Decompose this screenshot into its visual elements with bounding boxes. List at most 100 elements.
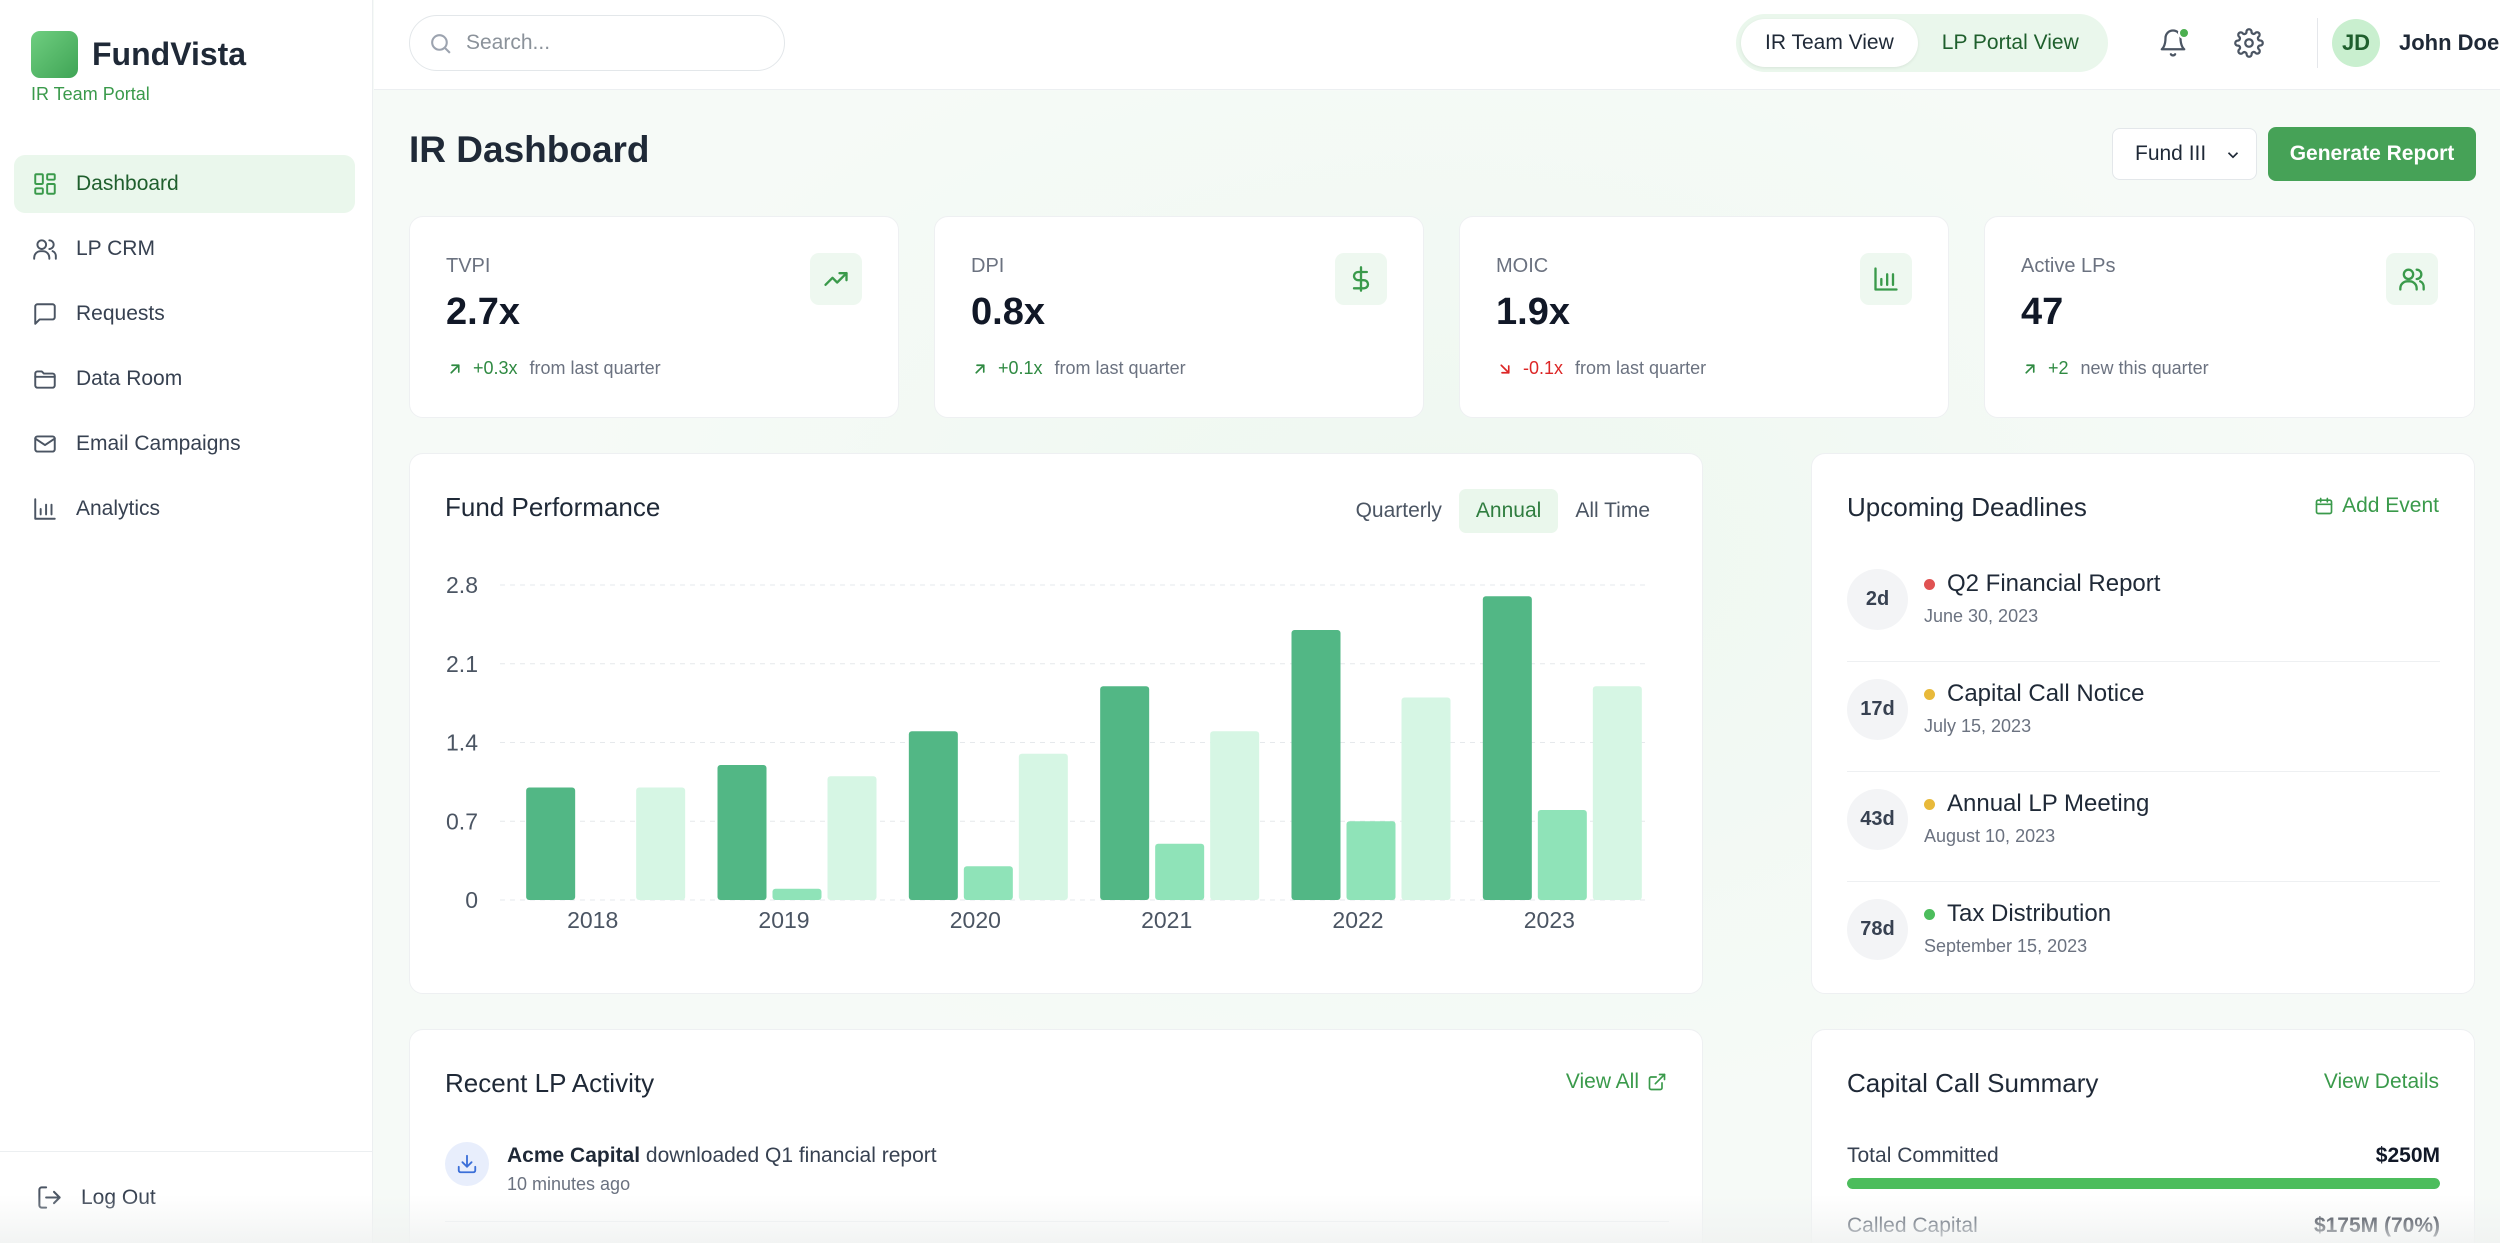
deadline-item[interactable]: 78d Tax Distribution September 15, 2023 — [1847, 882, 2440, 992]
capital-row-value: $175M (70%) — [2313, 1214, 2440, 1237]
add-event-button[interactable]: Add Event — [2314, 494, 2439, 518]
priority-dot — [1924, 908, 1935, 920]
capital-row-label: Total Committed — [1847, 1144, 1999, 1167]
ir-team-view-button[interactable]: IR Team View — [1741, 19, 1918, 67]
deadline-days-badge: 78d — [1847, 899, 1908, 960]
sidebar-item-label: Analytics — [76, 497, 161, 520]
kpi-value: 0.8x — [971, 291, 1045, 333]
bell-icon — [2160, 29, 2186, 57]
gear-icon — [2234, 28, 2264, 58]
capital-row-label: Called Capital — [1847, 1214, 1978, 1237]
capital-row-value: $250M — [2375, 1144, 2440, 1167]
settings-button[interactable] — [2226, 20, 2272, 66]
kpi-change: +0.1x from last quarter — [971, 358, 1186, 379]
bar — [1100, 686, 1150, 900]
y-tick-label: 1.4 — [446, 730, 478, 756]
lp-portal-view-button[interactable]: LP Portal View — [1941, 31, 2079, 54]
deadline-item[interactable]: 2d Q2 Financial Report June 30, 2023 — [1847, 552, 2440, 662]
kpi-icon-badge — [1860, 253, 1912, 305]
kpi-label: MOIC — [1496, 255, 1549, 277]
deadline-item[interactable]: 17d Capital Call Notice July 15, 2023 — [1847, 662, 2440, 772]
bar — [772, 888, 822, 900]
sidebar-item-label: Dashboard — [76, 172, 179, 195]
kpi-label: DPI — [971, 255, 1005, 277]
deadline-title-text: Annual LP Meeting — [1947, 790, 2150, 817]
folder-icon — [34, 370, 56, 389]
kpi-change: +0.3x from last quarter — [446, 358, 661, 379]
kpi-icon-badge — [2386, 253, 2438, 305]
x-tick-label: 2023 — [1524, 907, 1575, 933]
bar — [526, 787, 576, 900]
main-content: IR Dashboard Fund III Generate Report TV… — [374, 91, 2500, 1243]
search-input[interactable] — [466, 31, 766, 55]
tab-all-time[interactable]: All Time — [1575, 499, 1650, 522]
priority-dot — [1924, 688, 1935, 700]
sidebar-item-email-campaigns[interactable]: Email Campaigns — [14, 415, 355, 473]
x-tick-label: 2021 — [1141, 907, 1192, 933]
sidebar: FundVista IR Team Portal Dashboard LP CR… — [0, 0, 373, 1243]
brand-name: FundVista — [92, 36, 247, 72]
priority-dot — [1924, 798, 1935, 810]
activity-title: Recent LP Activity — [445, 1068, 655, 1098]
period-tabs: Quarterly Annual All Time — [1339, 489, 1667, 533]
fund-performance-chart: 0 0.7 1.4 2.1 2.8 2018 2019 2020 2021 2022 2023 — [446, 572, 1648, 933]
sidebar-item-dashboard[interactable]: Dashboard — [14, 155, 355, 213]
kpi-change-suffix: from last quarter — [1054, 358, 1186, 378]
activity-time: 10 minutes ago — [507, 1174, 631, 1194]
progress-track — [1847, 1178, 2440, 1189]
activity-text: Acme Capital downloaded Q1 financial rep… — [507, 1144, 937, 1168]
top-header: IR Team View LP Portal View JD John Doe — [374, 0, 2500, 90]
sidebar-item-requests[interactable]: Requests — [14, 285, 355, 343]
users-icon — [33, 239, 57, 260]
external-link-icon — [1648, 1073, 1666, 1091]
user-menu[interactable]: JD John Doe — [2317, 19, 2499, 67]
fund-select[interactable]: Fund III — [2112, 128, 2257, 180]
bar — [1210, 731, 1260, 900]
kpi-change: +2 new this quarter — [2021, 358, 2209, 379]
kpi-icon-badge — [810, 253, 862, 305]
sidebar-item-data-room[interactable]: Data Room — [14, 350, 355, 408]
kpi-icon-badge — [1335, 253, 1387, 305]
view-details-button[interactable]: View Details — [2323, 1070, 2439, 1093]
notifications-button[interactable] — [2150, 20, 2196, 66]
activity-item[interactable]: Acme Capital downloaded Q1 financial rep… — [445, 1142, 1669, 1222]
bar — [636, 787, 686, 900]
y-tick-label: 0 — [465, 887, 478, 913]
kpi-card-active-lps: Active LPs 47 +2 new this quarter — [1984, 216, 2475, 418]
kpi-change-value: +0.1x — [998, 358, 1043, 378]
tab-annual[interactable]: Annual — [1458, 489, 1559, 533]
brand[interactable]: FundVista — [31, 31, 246, 78]
bar — [1018, 753, 1068, 900]
y-tick-label: 2.8 — [446, 572, 478, 598]
bar — [1401, 697, 1451, 900]
bar — [1537, 810, 1587, 900]
fund-performance-card: Fund Performance Quarterly Annual All Ti… — [409, 453, 1703, 994]
logout-label: Log Out — [81, 1185, 156, 1209]
sidebar-item-lp-crm[interactable]: LP CRM — [14, 220, 355, 278]
arrow-up-right-icon — [975, 363, 985, 374]
activity-action: downloaded Q1 financial report — [645, 1144, 937, 1167]
mail-icon — [34, 435, 56, 453]
sidebar-item-analytics[interactable]: Analytics — [14, 480, 355, 538]
fund-performance-title: Fund Performance — [445, 492, 661, 522]
view-all-button[interactable]: View All — [1566, 1070, 1667, 1094]
upcoming-deadlines-card: Upcoming Deadlines Add Event 2d Q2 Finan… — [1811, 453, 2475, 994]
deadline-title-text: Q2 Financial Report — [1947, 570, 2161, 597]
kpi-change-value: +0.3x — [473, 358, 518, 378]
deadline-item[interactable]: 43d Annual LP Meeting August 10, 2023 — [1847, 772, 2440, 882]
logout-icon — [38, 1186, 61, 1209]
sidebar-item-label: Requests — [76, 302, 165, 325]
bar-chart-icon — [34, 498, 56, 520]
kpi-card-tvpi: TVPI 2.7x +0.3x from last quarter — [409, 216, 899, 418]
kpi-change-value: -0.1x — [1523, 358, 1564, 378]
tab-quarterly[interactable]: Quarterly — [1355, 499, 1442, 522]
bar — [1155, 843, 1205, 900]
download-icon — [457, 1154, 477, 1174]
kpi-change-value: +2 — [2048, 358, 2069, 378]
deadline-date: September 15, 2023 — [1924, 936, 2088, 956]
users-icon — [2399, 268, 2425, 291]
x-tick-label: 2020 — [950, 907, 1001, 933]
logout-button[interactable]: Log Out — [0, 1151, 373, 1243]
generate-report-button[interactable]: Generate Report — [2268, 127, 2476, 181]
kpi-value: 1.9x — [1496, 291, 1570, 333]
